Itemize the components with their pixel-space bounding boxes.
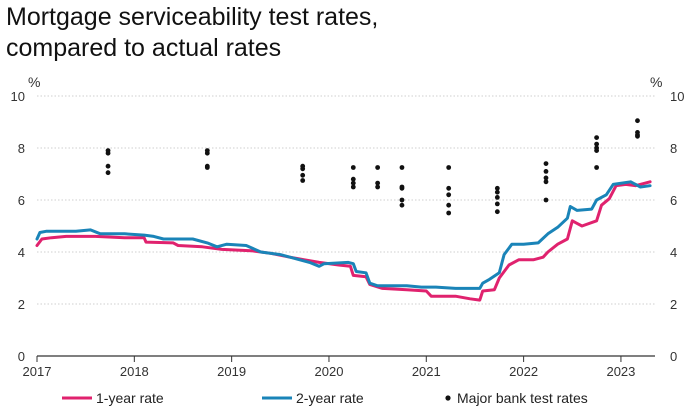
test-rate-point — [350, 165, 356, 170]
test-rate-point — [543, 175, 549, 181]
test-rate-point — [105, 170, 111, 176]
test-rate-point — [204, 163, 210, 169]
y-tick-label-left: 6 — [18, 193, 25, 208]
x-tick-label: 2022 — [509, 364, 538, 379]
chart-title: Mortgage serviceability test rates, comp… — [6, 2, 686, 64]
test-rate-point — [494, 189, 500, 195]
x-tick-label: 2021 — [412, 364, 441, 379]
y-tick-label-right: 0 — [670, 349, 677, 364]
series-line-2-year-rate — [35, 180, 652, 290]
legend-label: 2-year rate — [296, 390, 364, 406]
test-rate-point — [635, 118, 640, 124]
test-rate-point — [446, 202, 452, 208]
y-axis-right-ticks: 0 2 4 6 8 10 — [670, 89, 684, 364]
test-rate-point — [494, 195, 500, 200]
test-rate-point — [543, 179, 549, 185]
chart-title-line-1: Mortgage serviceability test rates, — [6, 3, 379, 31]
legend-label: Major bank test rates — [457, 390, 588, 406]
test-rate-point — [375, 184, 381, 190]
test-rate-point — [399, 202, 405, 208]
y-tick-label-right: 8 — [670, 141, 677, 156]
legend-item: 1-year rate — [62, 390, 164, 406]
test-rate-point — [446, 165, 452, 170]
y-axis-right-unit: % — [650, 74, 662, 90]
x-tick-label: 2023 — [606, 364, 635, 379]
test-rate-point — [300, 178, 306, 183]
series-points-major-bank-test-rates — [105, 118, 640, 216]
gridlines — [37, 95, 655, 305]
chart-title-line-2: compared to actual rates — [6, 34, 282, 62]
legend-label: 1-year rate — [96, 390, 164, 406]
test-rate-point — [375, 180, 381, 186]
test-rate-point — [105, 148, 111, 154]
x-tick-label: 2018 — [120, 364, 149, 379]
y-tick-label-right: 10 — [670, 89, 684, 104]
test-rate-point — [446, 185, 452, 191]
legend-swatch — [445, 395, 451, 401]
legend-item: 2-year rate — [262, 390, 364, 406]
series-layer — [35, 118, 652, 302]
y-tick-label-right: 2 — [670, 297, 677, 312]
test-rate-point — [446, 192, 452, 198]
test-rate-point — [543, 161, 549, 167]
y-axis-left-ticks: 0 2 4 6 8 10 — [11, 89, 25, 364]
test-rate-point — [594, 145, 600, 151]
test-rate-point — [594, 165, 600, 170]
y-tick-label-left: 4 — [18, 245, 25, 260]
test-rate-point — [543, 197, 549, 203]
y-tick-label-left: 10 — [11, 89, 25, 104]
test-rate-point — [350, 184, 356, 190]
legend: 1-year rate 2-year rate Major bank test ra… — [62, 390, 588, 406]
test-rate-point — [494, 201, 500, 207]
test-rate-point — [399, 197, 405, 203]
test-rate-point — [635, 130, 640, 135]
series-line-1-year-rate — [35, 180, 652, 302]
y-tick-label-left: 0 — [18, 349, 25, 364]
test-rate-point — [300, 172, 306, 178]
test-rate-point — [446, 210, 452, 216]
test-rate-point — [300, 163, 306, 169]
y-tick-label-right: 4 — [670, 245, 677, 260]
x-axis-ticks: 2017 2018 2019 2020 2021 2022 2023 — [23, 356, 635, 379]
y-axis-left-unit: % — [28, 74, 40, 90]
y-tick-label-left: 8 — [18, 141, 25, 156]
test-rate-point — [399, 184, 405, 190]
x-tick-label: 2017 — [23, 364, 52, 379]
test-rate-point — [494, 185, 500, 191]
test-rate-point — [399, 165, 405, 170]
y-tick-label-left: 2 — [18, 297, 25, 312]
test-rate-point — [494, 209, 500, 215]
test-rate-point — [375, 165, 381, 170]
test-rate-point — [594, 135, 600, 141]
legend-item: Major bank test rates — [445, 390, 588, 406]
test-rate-point — [594, 141, 600, 147]
test-rate-point — [105, 163, 111, 169]
test-rate-point — [350, 180, 356, 186]
x-tick-label: 2020 — [315, 364, 344, 379]
test-rate-point — [204, 148, 210, 154]
test-rate-point — [350, 176, 356, 182]
y-tick-label-right: 6 — [670, 193, 677, 208]
test-rate-point — [543, 169, 549, 174]
x-tick-label: 2019 — [217, 364, 246, 379]
